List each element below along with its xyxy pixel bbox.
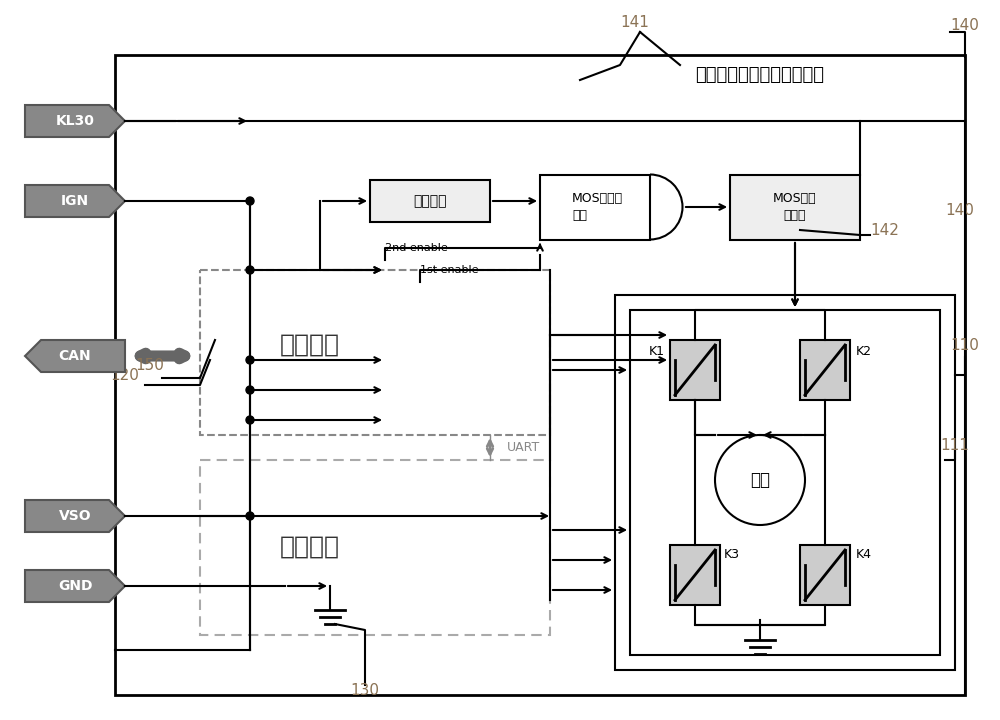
Bar [370, 180, 490, 222]
Text: 主控制器: 主控制器 [280, 333, 340, 357]
Text: CAN: CAN [59, 349, 91, 363]
Text: KL30: KL30 [56, 114, 94, 128]
Text: VSO: VSO [59, 509, 91, 523]
Text: K3: K3 [724, 548, 740, 561]
Text: K4: K4 [856, 548, 872, 561]
Bar [200, 270, 550, 435]
Bar [800, 545, 850, 605]
Text: 1st enable: 1st enable [420, 265, 479, 275]
Polygon shape [25, 500, 125, 532]
Text: 150: 150 [136, 358, 164, 373]
Bar [115, 55, 965, 695]
Bar [730, 175, 860, 240]
Circle shape [246, 197, 254, 205]
Circle shape [246, 416, 254, 424]
Circle shape [715, 435, 805, 525]
Polygon shape [25, 185, 125, 217]
Text: 111: 111 [941, 438, 969, 453]
Text: 120: 120 [111, 368, 139, 383]
Text: 140: 140 [946, 202, 974, 217]
Text: 142: 142 [871, 223, 899, 238]
Text: K2: K2 [856, 345, 872, 358]
Text: 汽车电子转向柱锁控制系统: 汽车电子转向柱锁控制系统 [696, 66, 824, 84]
Polygon shape [25, 105, 125, 137]
Bar [200, 460, 550, 635]
Circle shape [246, 356, 254, 364]
Text: MOS管与门: MOS管与门 [572, 192, 623, 204]
Bar [670, 545, 720, 605]
Text: 110: 110 [951, 338, 979, 353]
Text: 制电路: 制电路 [784, 209, 806, 222]
Circle shape [246, 512, 254, 520]
Text: 130: 130 [351, 683, 380, 698]
Text: 马达: 马达 [750, 471, 770, 489]
Bar [615, 295, 955, 670]
Polygon shape [25, 340, 125, 372]
Bar [670, 340, 720, 400]
Text: 滤波电路: 滤波电路 [413, 194, 447, 208]
Text: 电路: 电路 [572, 209, 587, 222]
Circle shape [246, 266, 254, 274]
Bar [540, 175, 650, 240]
Text: UART: UART [507, 441, 540, 454]
Text: 2nd enable: 2nd enable [385, 243, 448, 253]
Text: GND: GND [58, 579, 92, 593]
Bar [630, 310, 940, 655]
Polygon shape [25, 570, 125, 602]
Bar [800, 340, 850, 400]
Text: MOS管控: MOS管控 [773, 192, 817, 204]
Circle shape [246, 386, 254, 394]
Text: 141: 141 [621, 14, 649, 30]
Text: IGN: IGN [61, 194, 89, 208]
Text: 辅控制器: 辅控制器 [280, 535, 340, 559]
Text: 140: 140 [951, 17, 979, 32]
Text: K1: K1 [649, 345, 665, 358]
